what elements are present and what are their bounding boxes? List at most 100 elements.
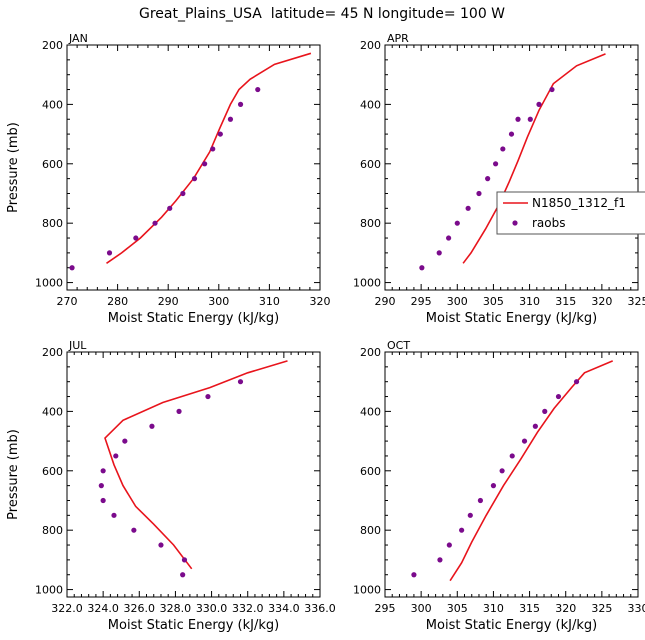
raob-point — [100, 468, 106, 474]
raob-point — [122, 438, 128, 444]
y-tick-label: 600 — [42, 465, 63, 478]
plot-frame — [384, 351, 639, 598]
raob-point — [508, 131, 515, 137]
x-tick-label: 320 — [591, 295, 612, 308]
raob-point — [69, 265, 75, 271]
x-tick-label: 330 — [628, 602, 645, 615]
y-tick-label: 1000 — [353, 277, 381, 290]
x-axis-title: Moist Static Energy (kJ/kg) — [108, 618, 279, 633]
x-tick-label: 290 — [158, 295, 179, 308]
raob-point — [113, 453, 119, 459]
panel-label-oct: OCT — [387, 339, 410, 352]
raob-point — [476, 190, 482, 197]
y-axis-title: Pressure (mb) — [6, 122, 21, 213]
model-profile-line — [462, 53, 606, 264]
x-tick-label: 290 — [375, 295, 396, 308]
raob-point — [477, 497, 484, 504]
raob-point — [111, 512, 117, 518]
x-tick-label: 310 — [259, 295, 280, 308]
x-tick-label: 336.0 — [304, 602, 336, 615]
x-tick-label: 325 — [628, 295, 645, 308]
series-raobs — [411, 379, 580, 578]
series-n1850-1312-f1 — [106, 52, 312, 264]
raob-point — [205, 393, 211, 400]
raob-point — [419, 265, 425, 271]
legend-entry-raobs: raobs — [532, 216, 566, 230]
raob-point — [542, 408, 548, 414]
x-tick-label: 315 — [519, 602, 540, 615]
raob-point — [181, 557, 188, 563]
y-axis-title: Pressure (mb) — [6, 429, 21, 520]
x-tick-label: 280 — [107, 295, 128, 308]
y-tick-label: 600 — [360, 158, 381, 171]
x-tick-label: 322.0 — [51, 602, 83, 615]
raob-point — [176, 408, 182, 414]
raob-point — [467, 512, 473, 518]
y-tick-label: 400 — [42, 405, 63, 418]
y-tick-label: 1000 — [35, 584, 63, 597]
raob-point — [549, 86, 555, 93]
raob-point — [210, 146, 216, 152]
raob-point — [158, 542, 164, 548]
y-tick-label: 200 — [360, 346, 381, 359]
figure-title: Great_Plains_USA latitude= 45 N longitud… — [139, 6, 505, 22]
y-tick-label: 600 — [42, 158, 63, 171]
raob-point — [485, 176, 491, 182]
raob-point — [98, 483, 104, 489]
raob-point — [237, 379, 244, 385]
raob-point — [536, 101, 542, 107]
x-tick-label: 315 — [555, 295, 576, 308]
y-tick-label: 1000 — [35, 277, 63, 290]
raob-point — [180, 190, 186, 197]
panel-label-jul: JUL — [68, 339, 87, 352]
y-tick-label: 600 — [360, 465, 381, 478]
raob-point — [492, 161, 499, 167]
raob-point — [180, 572, 186, 578]
raob-point — [527, 116, 533, 122]
panel-jul: 322.0 324.0 326.0 328.0 330.0 332.0 334.0 336.0… — [6, 339, 336, 633]
series-raobs — [98, 379, 244, 578]
x-tick-label: 300 — [411, 602, 432, 615]
raob-point — [191, 176, 198, 182]
x-axis-title: Moist Static Energy (kJ/kg) — [426, 618, 597, 633]
series-raobs — [419, 86, 555, 271]
raob-point — [446, 235, 452, 241]
x-tick-label: 295 — [375, 602, 396, 615]
x-tick-label: 310 — [483, 602, 504, 615]
panel-label-apr: APR — [387, 32, 409, 45]
x-tick-label: 300 — [447, 295, 468, 308]
raob-point — [509, 453, 515, 459]
legend-entry-model: N1850_1312_f1 — [532, 196, 626, 210]
raob-point — [237, 101, 244, 107]
y-tick-label: 400 — [360, 98, 381, 111]
panel-label-jan: JAN — [68, 32, 88, 45]
x-axis-title: Moist Static Energy (kJ/kg) — [426, 311, 597, 326]
model-profile-line — [104, 360, 288, 570]
raob-point — [446, 542, 452, 548]
raob-point — [167, 205, 173, 211]
raob-point — [106, 250, 113, 256]
x-tick-label: 328.0 — [160, 602, 192, 615]
raob-point — [100, 497, 106, 504]
panels-group: 270 280 290 300 310 320 200 400 600 800 1000 JAN Moi… — [6, 32, 645, 633]
raob-point — [459, 527, 465, 533]
raob-point — [152, 220, 158, 226]
plot-frame — [66, 44, 321, 291]
y-tick-label: 200 — [360, 39, 381, 52]
raob-point — [555, 393, 562, 400]
x-tick-label: 305 — [447, 602, 468, 615]
raob-point — [437, 557, 443, 563]
raob-point — [217, 131, 223, 137]
x-tick-label: 332.0 — [232, 602, 264, 615]
y-tick-label: 200 — [42, 346, 63, 359]
x-tick-label: 320 — [310, 295, 331, 308]
x-tick-label: 310 — [519, 295, 540, 308]
raob-point — [227, 116, 234, 122]
raob-point — [499, 468, 505, 474]
legend-point-swatch — [512, 220, 518, 226]
x-tick-label: 334.0 — [268, 602, 300, 615]
model-profile-line — [106, 52, 312, 264]
raob-point — [131, 527, 137, 533]
